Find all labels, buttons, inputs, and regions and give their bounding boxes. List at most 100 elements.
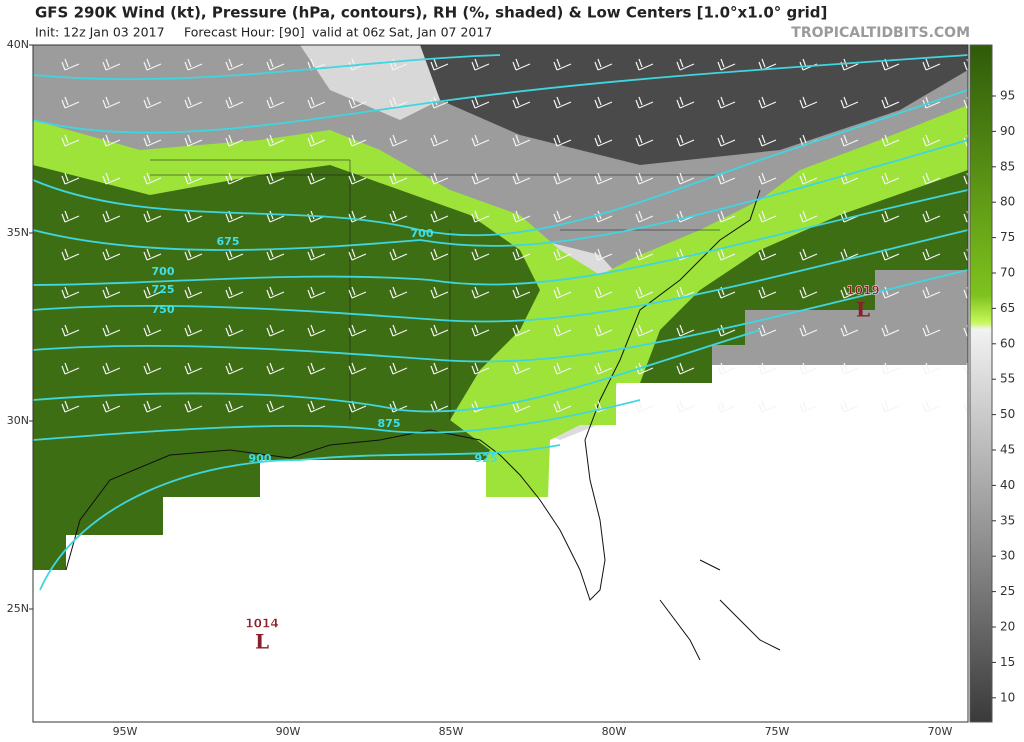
wind-barb <box>881 362 900 375</box>
wind-barb <box>799 96 818 109</box>
init-time: Init: 12z Jan 03 2017 <box>35 25 165 40</box>
wind-barb <box>758 400 777 413</box>
wind-barb <box>225 400 244 413</box>
wind-barb <box>389 248 408 261</box>
wind-barb <box>102 362 121 375</box>
wind-barb <box>184 134 203 147</box>
wind-barb <box>143 96 162 109</box>
wind-barb <box>307 134 326 147</box>
wind-barb <box>799 324 818 337</box>
wind-barb <box>471 324 490 337</box>
wind-barb <box>799 210 818 223</box>
wind-barb <box>512 96 531 109</box>
wind-barb <box>348 324 367 337</box>
colorbar-label: 70 <box>1000 266 1015 280</box>
wind-barb <box>553 96 572 109</box>
wind-barb <box>676 134 695 147</box>
low-pressure: 1014 <box>245 617 278 631</box>
wind-barb <box>717 96 736 109</box>
wind-barb <box>922 286 941 299</box>
wind-barb <box>553 248 572 261</box>
wind-barb <box>922 58 941 71</box>
wind-barb <box>635 134 654 147</box>
wind-barb <box>348 172 367 185</box>
longitude-label: 85W <box>439 725 464 738</box>
wind-barb <box>184 286 203 299</box>
wind-barb <box>594 96 613 109</box>
wind-barb <box>594 286 613 299</box>
wind-barb <box>922 134 941 147</box>
wind-barb <box>430 324 449 337</box>
wind-barb <box>471 172 490 185</box>
wind-barb <box>471 96 490 109</box>
wind-barb <box>553 400 572 413</box>
wind-barb <box>389 362 408 375</box>
wind-barb <box>266 324 285 337</box>
wind-barb <box>635 286 654 299</box>
wind-barb <box>840 324 859 337</box>
wind-barb <box>881 172 900 185</box>
wind-barb <box>184 324 203 337</box>
wind-barb <box>102 172 121 185</box>
wind-barb <box>225 58 244 71</box>
wind-barb <box>143 210 162 223</box>
wind-barb <box>430 134 449 147</box>
wind-barb <box>840 400 859 413</box>
low-pressure: 1019 <box>846 284 879 298</box>
wind-barb <box>389 210 408 223</box>
wind-barb <box>471 134 490 147</box>
wind-barb <box>143 134 162 147</box>
wind-barb <box>553 324 572 337</box>
contour-label: 725 <box>152 283 175 296</box>
contour-label: 700 <box>411 227 434 240</box>
wind-barb <box>143 400 162 413</box>
latitude-label: 35N <box>7 226 29 239</box>
pressure-contours <box>32 54 969 591</box>
wind-barb <box>184 400 203 413</box>
wind-barb <box>102 324 121 337</box>
wind-barb <box>61 324 80 337</box>
wind-barb <box>184 362 203 375</box>
site-credit: TROPICALTIDBITS.COM <box>791 25 970 41</box>
wind-barb <box>676 362 695 375</box>
wind-barb <box>184 58 203 71</box>
wind-barb <box>102 210 121 223</box>
wind-barb <box>922 362 941 375</box>
latitude-label: 30N <box>7 414 29 427</box>
coastline <box>65 189 761 601</box>
contour-label: 900 <box>249 452 272 465</box>
colorbar-label: 60 <box>1000 336 1015 350</box>
title: GFS 290K Wind (kt), Pressure (hPa, conto… <box>35 4 827 22</box>
wind-barb <box>594 58 613 71</box>
wind-barb <box>102 96 121 109</box>
wind-barb <box>635 400 654 413</box>
wind-barb <box>266 172 285 185</box>
wind-barb <box>922 172 941 185</box>
low-symbol: L <box>255 630 269 654</box>
wind-barb <box>594 172 613 185</box>
wind-barb <box>307 362 326 375</box>
wind-barb <box>184 96 203 109</box>
wind-barb <box>553 210 572 223</box>
wind-barb <box>61 400 80 413</box>
wind-barb <box>143 362 162 375</box>
wind-barb <box>881 96 900 109</box>
wind-barb <box>594 324 613 337</box>
wind-barb <box>307 248 326 261</box>
wind-barb <box>512 134 531 147</box>
wind-barb <box>102 134 121 147</box>
wind-barb <box>266 96 285 109</box>
wind-barb <box>143 324 162 337</box>
wind-barb <box>225 362 244 375</box>
wind-barb <box>758 134 777 147</box>
wind-barb <box>799 400 818 413</box>
wind-barb <box>143 248 162 261</box>
wind-barb <box>922 400 941 413</box>
colorbar-label: 65 <box>1000 301 1015 315</box>
wind-barb <box>266 248 285 261</box>
axis-labels: 40N 35N 30N 25N 95W 90W 85W 80W 75W 70W 95 90 85 80 75… <box>7 38 1016 738</box>
wind-barb <box>553 134 572 147</box>
wind-barb <box>143 172 162 185</box>
longitude-label: 75W <box>765 725 790 738</box>
wind-barb <box>717 134 736 147</box>
